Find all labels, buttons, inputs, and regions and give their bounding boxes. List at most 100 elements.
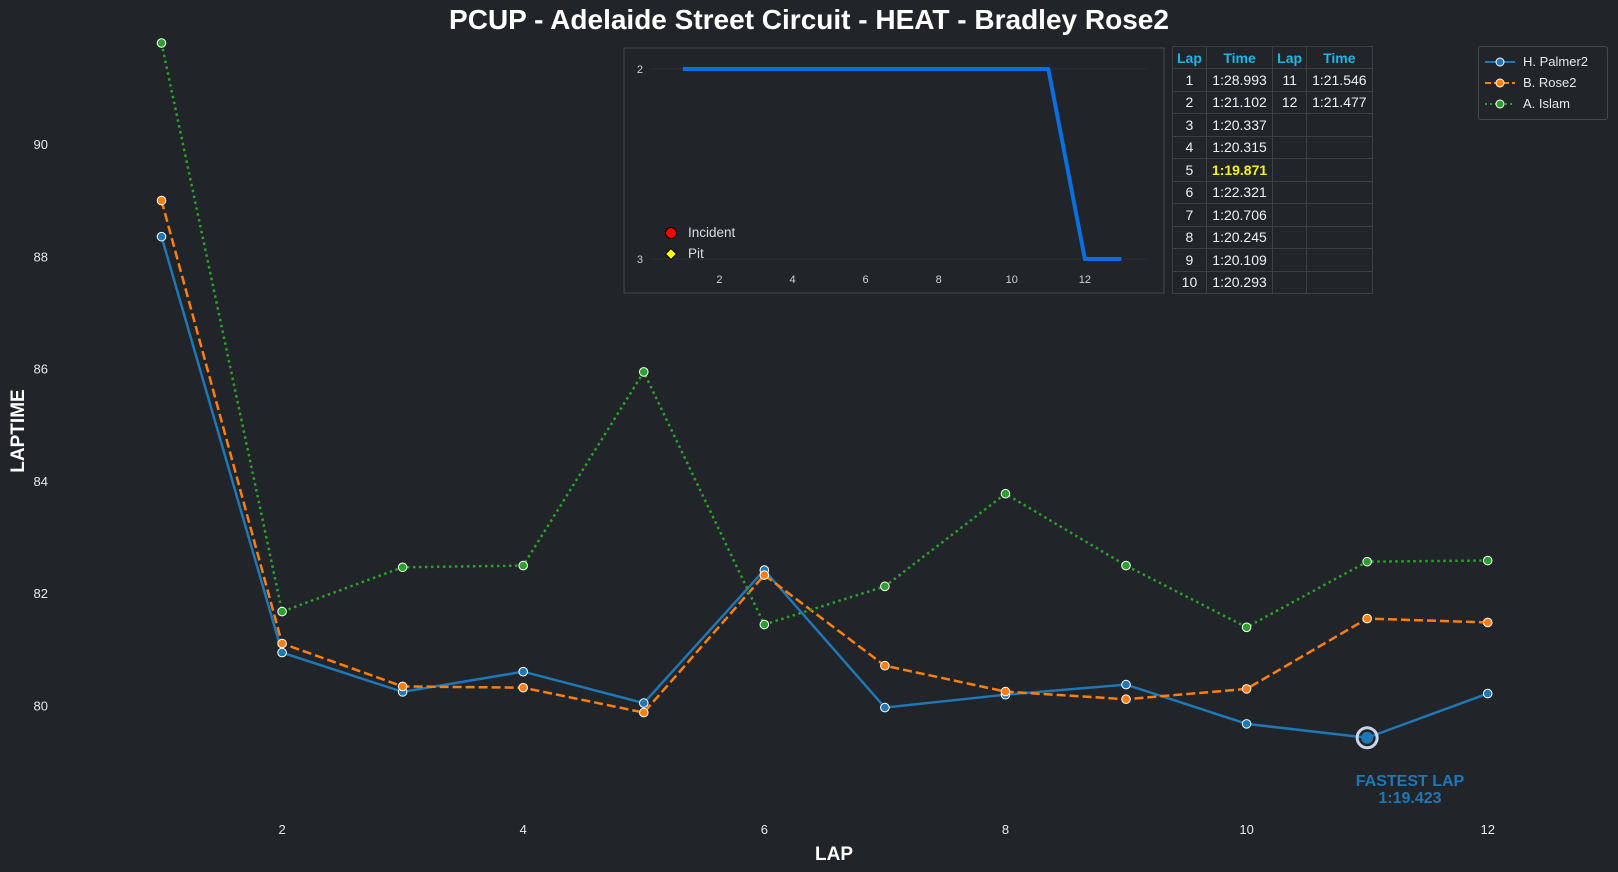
data-point — [518, 666, 529, 677]
data-point — [638, 367, 649, 377]
y-axis-label: LAPTIME — [8, 389, 29, 472]
data-point — [1121, 679, 1131, 690]
lap-number-cell: 4 — [1172, 135, 1207, 159]
table-row: 5 1:19.871 — [1172, 158, 1373, 182]
lap-time-cell — [1306, 248, 1373, 272]
lap-number-cell: 6 — [1172, 180, 1207, 204]
data-point — [1362, 613, 1372, 624]
table-row: 4 1:20.315 — [1172, 135, 1373, 159]
legend-line-dotted-icon — [1485, 99, 1515, 108]
lap-number-cell: 7 — [1172, 203, 1207, 227]
legend-label: A. Islam — [1523, 96, 1570, 111]
table-row: 10 1:20.293 — [1172, 270, 1373, 294]
data-point — [277, 647, 287, 658]
lap-time-cell: 1:21.477 — [1306, 90, 1373, 114]
lap-time-cell — [1306, 135, 1373, 159]
lap-time-cell: 1:20.706 — [1205, 203, 1274, 227]
lap-time-cell: 1:20.337 — [1205, 113, 1274, 137]
inset-y-tick-label: 2 — [637, 64, 643, 76]
lap-time-cell: 1:20.315 — [1205, 135, 1274, 159]
lap-time-cell: 1:20.245 — [1205, 225, 1274, 249]
data-point — [1362, 556, 1372, 567]
lap-number-cell — [1272, 225, 1308, 249]
lap-number-cell — [1272, 158, 1308, 182]
x-tick-label: 12 — [1480, 822, 1494, 837]
data-point — [156, 195, 167, 206]
data-point — [1482, 688, 1493, 699]
lap-number-cell — [1272, 248, 1308, 272]
inset-legend-label: Incident — [688, 225, 736, 240]
data-point — [277, 638, 287, 649]
data-point — [1482, 555, 1493, 566]
lap-number-cell: 12 — [1272, 90, 1308, 114]
data-point — [638, 707, 649, 718]
col-header-lap: Lap — [1172, 46, 1207, 69]
fastest-lap-annotation: FASTEST LAP 1:19.423 — [1330, 773, 1490, 807]
y-tick-label: 82 — [34, 586, 48, 601]
x-tick-label: 10 — [1239, 822, 1253, 837]
inset-position-line — [682, 67, 1122, 261]
y-tick-label: 80 — [34, 698, 48, 713]
inset-position-chart: 2 3 2 4 6 8 10 12 — [637, 64, 1147, 286]
legend-label: B. Rose2 — [1523, 75, 1577, 90]
table-row: 9 1:20.109 — [1172, 248, 1373, 272]
main-series-group — [156, 38, 1493, 750]
lap-time-cell: 1:21.102 — [1205, 90, 1274, 114]
lap-number-cell: 9 — [1172, 248, 1207, 272]
data-point — [1241, 622, 1252, 633]
fastest-lap-marker — [1355, 726, 1379, 750]
lap-time-cell: 1:20.109 — [1205, 248, 1274, 272]
data-point — [397, 681, 408, 692]
data-point — [397, 562, 408, 573]
series-line-1 — [160, 200, 1488, 714]
legend-line-dashed-icon — [1485, 78, 1515, 87]
lap-time-cell — [1306, 225, 1373, 249]
x-axis-label: LAP — [815, 844, 853, 865]
data-point — [277, 606, 287, 617]
lap-number-cell: 5 — [1172, 158, 1207, 182]
lap-time-cell — [1306, 270, 1373, 294]
y-tick-label: 84 — [34, 474, 48, 489]
data-point — [1000, 488, 1011, 499]
col-header-time-2: Time — [1306, 46, 1373, 69]
lap-time-cell: 1:19.871 — [1205, 158, 1274, 182]
fastest-lap-time: 1:19.423 — [1378, 790, 1442, 807]
y-tick-label: 90 — [34, 137, 48, 152]
data-point — [759, 619, 770, 630]
chart-legend: H. Palmer2 B. Rose2 A. Islam — [1478, 46, 1608, 120]
x-tick-label: 8 — [1002, 822, 1009, 837]
y-tick-label: 88 — [34, 249, 48, 264]
col-header-lap-2: Lap — [1272, 46, 1308, 69]
lap-time-cell: 1:22.321 — [1205, 180, 1274, 204]
inset-legend: Incident Pit — [664, 222, 735, 264]
table-row: 8 1:20.245 — [1172, 225, 1373, 249]
lap-number-cell: 1 — [1172, 68, 1207, 92]
chart-title: PCUP - Adelaide Street Circuit - HEAT - … — [449, 4, 1169, 35]
data-point — [518, 682, 529, 693]
data-point — [1482, 617, 1493, 628]
data-point — [880, 581, 890, 592]
table-row: 2 1:21.102 12 1:21.477 — [1172, 90, 1373, 114]
data-point — [880, 702, 890, 713]
lap-number-cell — [1272, 203, 1308, 227]
inset-legend-incident: Incident — [664, 222, 735, 243]
inset-y-tick-label: 3 — [637, 254, 643, 266]
lap-time-cell — [1306, 113, 1373, 137]
lap-time-cell: 1:20.293 — [1205, 270, 1274, 294]
lap-time-cell — [1306, 180, 1373, 204]
legend-label: H. Palmer2 — [1523, 54, 1589, 69]
series-line-0 — [160, 236, 1489, 740]
table-row: 3 1:20.337 — [1172, 113, 1373, 137]
lap-time-cell — [1306, 158, 1373, 182]
fastest-lap-label: FASTEST LAP — [1355, 773, 1465, 790]
legend-line-solid-icon — [1485, 57, 1515, 66]
lap-number-cell — [1272, 113, 1308, 137]
series-line-2 — [160, 42, 1488, 629]
data-point — [759, 570, 770, 580]
inset-frame — [623, 47, 1165, 294]
data-point — [1241, 684, 1252, 694]
data-point — [1121, 560, 1131, 571]
col-header-time: Time — [1205, 46, 1274, 69]
legend-item-islam: A. Islam — [1485, 93, 1601, 114]
